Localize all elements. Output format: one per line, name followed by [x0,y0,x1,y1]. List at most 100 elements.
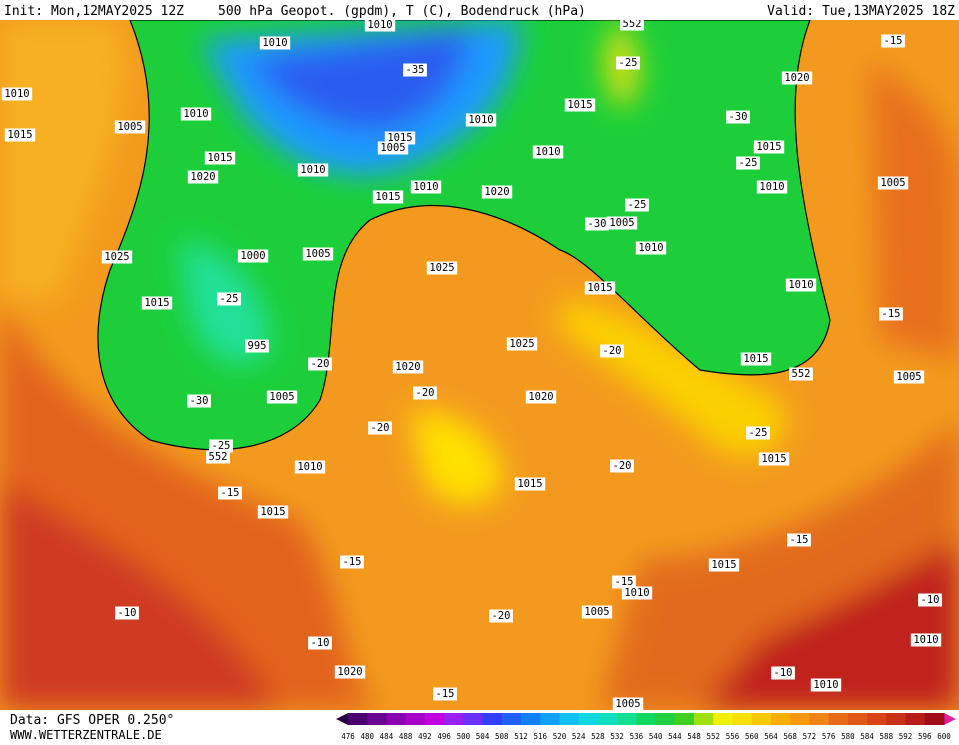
label-box [726,110,750,124]
isobar-label: 552 [623,18,642,30]
isobar-label: 1015 [387,132,412,144]
isobar-label: 1005 [305,248,330,260]
colorbar-swatch [924,713,945,725]
label-box [217,292,241,306]
label-box [789,367,813,381]
isobar-label: 1005 [584,606,609,618]
isobar-label: -25 [212,440,231,452]
label-box [736,156,760,170]
label-box [606,216,638,230]
colorbar-swatch [424,713,445,725]
colorbar-swatch [578,713,599,725]
init-time: Init: Mon,12MAY2025 12Z [4,4,184,19]
isobar-label: 995 [248,340,267,352]
label-box [218,486,242,500]
colorbar-swatch [847,713,868,725]
label-box [753,140,785,154]
label-box [810,678,842,692]
label-box [581,605,613,619]
label-box [758,452,790,466]
label-box [372,190,404,204]
isobar-label: 1005 [269,391,294,403]
label-box [879,307,903,321]
isobar-label: -10 [774,667,793,679]
colorbar-swatch [867,713,887,725]
label-box [340,555,364,569]
colorbar-label: 588 [880,732,894,741]
isobar-label: 1010 [4,88,29,100]
isobar-label: 1025 [429,262,454,274]
colorbar-swatch [386,713,407,725]
colorbar-swatch [674,713,695,725]
isobar-label: 1015 [375,191,400,203]
isobar-label: -20 [492,610,511,622]
isobar-label: -20 [416,387,435,399]
label-box [746,426,770,440]
colorbar-label: 544 [668,732,682,741]
isobar-label: 1010 [813,679,838,691]
isobar-label: 1010 [624,587,649,599]
label-box [877,176,909,190]
colorbar-label: 480 [360,732,374,741]
label-box [377,141,409,155]
isobar-label: 1010 [297,461,322,473]
isobar-label: 1015 [207,152,232,164]
label-box [621,586,653,600]
isobar-label: 1020 [190,171,215,183]
colorbar-swatch [655,713,676,725]
colorbar-swatch [694,713,714,725]
colorbar-swatch [521,713,541,725]
label-box [308,636,332,650]
isobar-label: -15 [790,534,809,546]
isobar-label: 1020 [395,361,420,373]
label-box [585,217,609,231]
label-box [612,697,644,711]
label-box [187,170,219,184]
label-box [334,665,366,679]
label-box [101,250,133,264]
label-box [781,71,813,85]
isobar-label: 1015 [144,297,169,309]
label-box [403,63,427,77]
isobar-label: 1010 [468,114,493,126]
colorbar-label: 512 [514,732,528,741]
isobar-label: -10 [921,594,940,606]
colorbar-swatch [905,713,926,725]
isobar-label: 1015 [743,353,768,365]
colorbar-label: 572 [803,732,817,741]
label-box [141,296,173,310]
label-box [297,163,329,177]
colorbar-label: 528 [591,732,605,741]
isobar-label: -30 [190,395,209,407]
label-box [525,390,557,404]
isobar-label: -15 [436,688,455,700]
isobar-label: 1005 [896,371,921,383]
label-box [209,439,233,453]
isobar-label: -15 [615,576,634,588]
isobar-label: -35 [406,64,425,76]
colorbar-label: 568 [783,732,797,741]
isobar-label: 1015 [567,99,592,111]
label-box [771,666,795,680]
colorbar-label: 576 [822,732,836,741]
colorbar-swatch [770,713,791,725]
label-box [259,36,291,50]
colorbar-swatch [540,713,560,725]
colorbar-swatch [732,713,753,725]
colorbar-label: 560 [745,732,759,741]
label-box [616,56,640,70]
label-box [612,575,636,589]
colorbar-label: 584 [860,732,874,741]
label-box [392,360,424,374]
isobar-label: 552 [209,451,228,463]
label-box [308,357,332,371]
label-box [481,185,513,199]
isobar-label: 1010 [788,279,813,291]
label-box [787,533,811,547]
label-box [465,113,497,127]
colorbar-label: 532 [610,732,624,741]
label-box [489,609,513,623]
label-box [294,460,326,474]
label-box [426,261,458,275]
